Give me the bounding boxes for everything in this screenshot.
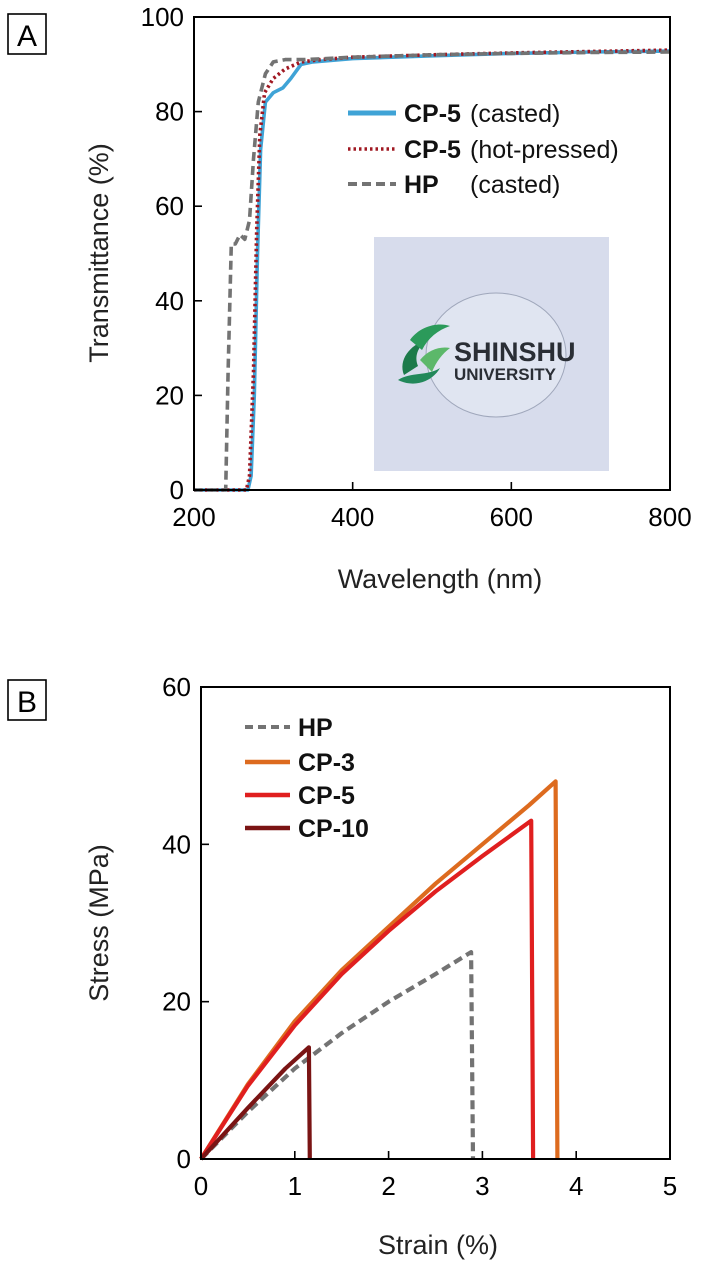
logo-line1: SHINSHU [454, 337, 576, 367]
panel-a-axes-frame [193, 16, 671, 491]
x-tick-label-b-4: 4 [569, 1171, 583, 1201]
legend-b-name-3: CP-10 [298, 815, 369, 843]
y-tick-label-b-0: 0 [177, 1144, 191, 1174]
panel-a-letter: A [17, 20, 37, 53]
legend-a-note-1: (hot-pressed) [470, 136, 619, 164]
panel-b-ylabel: Stress (MPa) [84, 844, 114, 1002]
panel-a-ticks: 200 400 600 800 0 20 40 60 80 100 [141, 2, 692, 532]
x-tick-label-b-3: 3 [475, 1171, 489, 1201]
panel-b-letter: B [17, 686, 37, 719]
x-tick-label-a-1: 400 [331, 502, 374, 532]
x-tick-label-a-2: 600 [490, 502, 533, 532]
y-tick-label-a-2: 40 [155, 286, 184, 316]
legend-b-name-1: CP-3 [298, 749, 355, 777]
university-logo: SHINSHU UNIVERSITY [398, 324, 576, 384]
x-tick-label-b-2: 2 [381, 1171, 395, 1201]
panel-b-ticks: 0 1 2 3 4 5 0 20 40 60 [162, 672, 677, 1201]
x-tick-label-b-0: 0 [194, 1171, 208, 1201]
y-tick-label-a-5: 100 [141, 2, 184, 32]
legend-a-name-2: HP [404, 171, 439, 199]
panel-a: A SHINSHU UNIVERSITY 200 400 600 800 0 20 40 60… [7, 2, 692, 594]
panel-b-legend: HP CP-3 CP-5 CP-10 [245, 714, 369, 843]
series-line-a-2 [194, 50, 671, 492]
legend-a-note-0: (casted) [470, 100, 560, 128]
legend-b-name-2: CP-5 [298, 782, 355, 810]
y-tick-label-b-1: 20 [162, 987, 191, 1017]
legend-a-name-0: CP-5 [404, 100, 461, 128]
panel-b-xlabel: Strain (%) [378, 1230, 498, 1260]
panel-a-label-box [7, 13, 47, 55]
inset-photo: SHINSHU UNIVERSITY [374, 237, 609, 471]
legend-a-note-2: (casted) [470, 171, 560, 199]
legend-a-name-1: CP-5 [404, 136, 461, 164]
panel-b-label-box [7, 679, 47, 721]
y-tick-label-a-0: 0 [170, 475, 184, 505]
x-tick-label-b-1: 1 [288, 1171, 302, 1201]
y-tick-label-a-1: 20 [155, 380, 184, 410]
series-line-a-1 [194, 48, 671, 492]
logo-line2: UNIVERSITY [454, 365, 557, 384]
series-line-b-3 [199, 1045, 312, 1161]
x-tick-label-a-3: 800 [648, 502, 691, 532]
panel-a-xlabel: Wavelength (nm) [338, 564, 543, 594]
y-tick-label-a-4: 80 [155, 97, 184, 127]
y-tick-label-b-2: 40 [162, 829, 191, 859]
panel-a-series-group [194, 48, 671, 492]
series-line-b-0 [199, 950, 476, 1161]
legend-b-name-0: HP [298, 714, 333, 742]
x-tick-label-a-0: 200 [172, 502, 215, 532]
panel-b-axes-frame [200, 686, 671, 1160]
x-tick-label-b-5: 5 [663, 1171, 677, 1201]
panel-b-series-group [199, 779, 560, 1161]
y-tick-label-a-3: 60 [155, 191, 184, 221]
panel-a-ylabel: Transmittance (%) [84, 143, 114, 363]
series-line-b-2 [199, 818, 536, 1161]
y-tick-label-b-3: 60 [162, 672, 191, 702]
panel-a-legend: CP-5 (casted) CP-5 (hot-pressed) HP (cas… [348, 100, 619, 199]
